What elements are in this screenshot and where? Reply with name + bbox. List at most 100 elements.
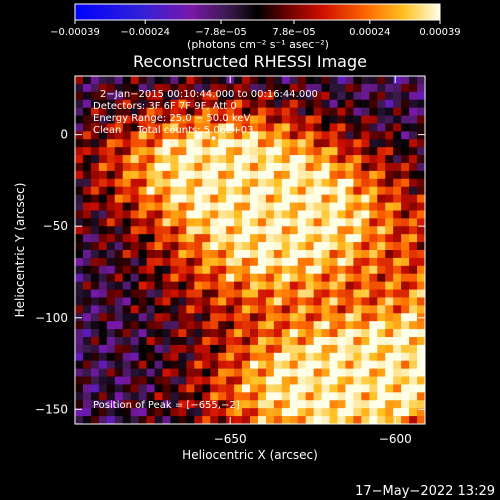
heatmap-cell [178,313,187,322]
heatmap-cell [90,163,100,172]
heatmap-cell [265,202,275,212]
heatmap-cell [257,400,267,409]
heatmap-cell [154,107,164,117]
heatmap-cell [146,297,156,306]
heatmap-cell [345,123,354,132]
heatmap-cell [122,147,132,156]
heatmap-cell [313,99,323,109]
heatmap-cell [138,115,148,125]
heatmap-cell [281,123,291,132]
heatmap-cell [130,376,140,386]
heatmap-cell [194,147,203,156]
heatmap-cell [385,210,394,219]
heatmap-cell [90,281,100,291]
heatmap-cell [329,139,339,148]
heatmap-cell [178,202,187,212]
heatmap-cell [170,257,179,267]
heatmap-cell [393,76,402,85]
heatmap-cell [417,297,425,306]
heatmap-cell [202,107,211,117]
heatmap-cell [353,400,362,409]
heatmap-cell [313,115,323,125]
heatmap-cell [250,392,259,401]
heatmap-cell [369,194,378,204]
heatmap-cell [297,408,307,417]
heatmap-cell [289,99,299,109]
heatmap-cell [409,329,418,338]
heatmap-cell [122,289,132,299]
heatmap-cell [353,139,362,148]
heatmap-cell [170,297,179,306]
heatmap-cell [385,218,394,227]
heatmap-cell [353,163,362,172]
heatmap-cell [106,305,116,314]
heatmap-cell [218,210,227,219]
heatmap-cell [329,242,339,251]
heatmap-cell [297,257,307,267]
heatmap-cell [345,384,354,393]
heatmap-cell [305,163,315,172]
heatmap-cell [146,139,156,148]
heatmap-cell [289,376,299,386]
heatmap-cell [321,115,331,125]
heatmap-cell [75,289,84,299]
heatmap-cell [281,408,291,417]
heatmap-cell [82,352,92,362]
heatmap-cell [218,289,227,299]
heatmap-cell [170,91,179,101]
heatmap-cell [361,202,370,212]
heatmap-cell [114,273,124,283]
heatmap-cell [202,99,211,109]
heatmap-cell [313,281,323,291]
heatmap-cell [162,242,172,251]
heatmap-cell [417,281,425,291]
heatmap-cell [82,218,92,227]
heatmap-cell [202,210,211,219]
heatmap-cell [114,139,124,148]
heatmap-cell [154,139,164,148]
heatmap-cell [114,265,124,275]
heatmap-cell [417,202,425,212]
colorbar-tick-label-3: 7.8e−05 [272,27,315,38]
heatmap-cell [242,139,251,148]
heatmap-cell [377,155,386,164]
heatmap-cell [273,360,283,370]
heatmap-cell [377,313,386,322]
heatmap-cell [202,305,211,314]
heatmap-cell [146,91,156,101]
heatmap-cell [146,107,156,117]
heatmap-cell [194,368,203,378]
heatmap-cell [281,281,291,291]
heatmap-cell [170,131,179,140]
heatmap-cell [154,392,164,401]
heatmap-cell [361,368,370,378]
heatmap-cell [82,226,92,235]
heatmap-cell [218,218,227,227]
heatmap-cell [138,376,148,386]
heatmap-cell [138,337,148,346]
heatmap-cell [409,139,418,148]
heatmap-cell [377,163,386,172]
heatmap-cell [305,218,315,227]
heatmap-cell [146,234,156,243]
heatmap-cell [202,226,211,235]
heatmap-cell [75,305,84,314]
heatmap-cell [162,91,172,101]
heatmap-cell [90,400,100,409]
heatmap-cell [361,384,370,393]
heatmap-cell [265,297,275,306]
heatmap-cell [401,186,410,196]
heatmap-cell [226,360,235,370]
heatmap-cell [265,76,275,85]
heatmap-cell [138,234,148,243]
heatmap-cell [202,170,211,180]
heatmap-cell [82,115,92,125]
heatmap-cell [385,400,394,409]
heatmap-cell [138,242,148,251]
heatmap-cell [361,250,370,259]
heatmap-cell [265,210,275,219]
heatmap-cell [289,147,299,156]
heatmap-cell [337,139,347,148]
heatmap-cell [337,273,347,283]
heatmap-cell [281,273,291,283]
